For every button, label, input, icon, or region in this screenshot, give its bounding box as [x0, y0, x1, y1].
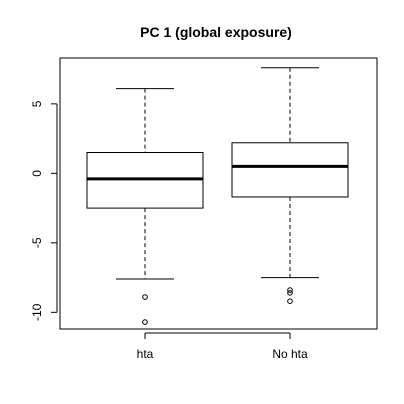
y-tick-label: 5 — [30, 100, 44, 107]
y-tick-label: -10 — [30, 303, 44, 321]
outlier-point — [287, 287, 293, 293]
outlier-point — [287, 290, 293, 296]
outlier-point — [287, 298, 293, 305]
box-no-hta — [231, 67, 349, 305]
y-tick-label: 0 — [30, 170, 44, 177]
y-tick-label: -5 — [30, 237, 44, 248]
boxes-group — [86, 67, 349, 325]
x-axis: hta No hta — [137, 332, 308, 361]
outlier-point — [142, 319, 148, 325]
chart-title: PC 1 (global exposure) — [140, 24, 292, 40]
iqr-box — [231, 142, 349, 198]
x-tick-label: No hta — [272, 347, 308, 361]
box-hta — [86, 88, 204, 325]
x-tick-label: hta — [137, 347, 154, 361]
outlier-point — [142, 294, 148, 300]
y-axis: 5 0 -5 -10 — [30, 100, 58, 321]
plot-frame — [59, 57, 378, 330]
